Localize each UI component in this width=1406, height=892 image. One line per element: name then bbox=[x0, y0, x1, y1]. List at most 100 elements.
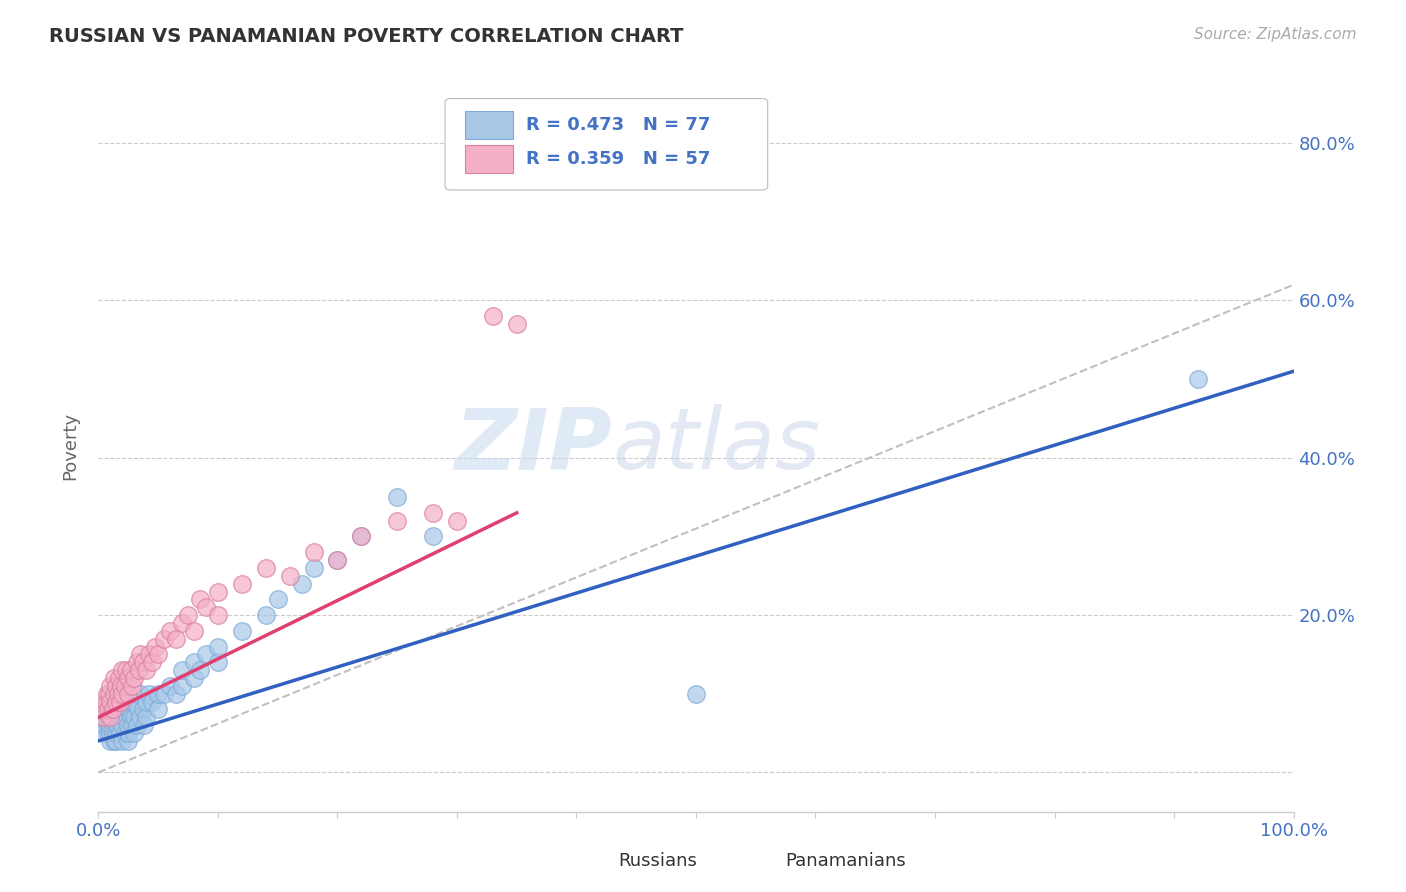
Point bbox=[172, 679, 194, 693]
Point bbox=[101, 726, 124, 740]
Point bbox=[103, 734, 125, 748]
Point bbox=[98, 734, 122, 748]
Point bbox=[96, 687, 118, 701]
Point bbox=[108, 710, 131, 724]
Point bbox=[97, 718, 120, 732]
Point bbox=[207, 640, 229, 654]
Point bbox=[148, 648, 170, 662]
Point bbox=[111, 687, 134, 701]
Point bbox=[1187, 372, 1209, 386]
Point bbox=[124, 695, 146, 709]
Text: ZIP: ZIP bbox=[454, 404, 613, 488]
Point bbox=[98, 695, 122, 709]
Text: Russians: Russians bbox=[619, 853, 697, 871]
Text: R = 0.359   N = 57: R = 0.359 N = 57 bbox=[526, 150, 710, 169]
Point bbox=[111, 734, 134, 748]
Point bbox=[385, 490, 409, 504]
Point bbox=[111, 663, 134, 677]
Point bbox=[188, 663, 211, 677]
Point bbox=[124, 726, 146, 740]
Point bbox=[93, 710, 115, 724]
Y-axis label: Poverty: Poverty bbox=[62, 412, 80, 480]
Point bbox=[125, 718, 148, 732]
Point bbox=[117, 726, 139, 740]
Text: RUSSIAN VS PANAMANIAN POVERTY CORRELATION CHART: RUSSIAN VS PANAMANIAN POVERTY CORRELATIO… bbox=[49, 27, 683, 45]
Point bbox=[103, 702, 125, 716]
Point bbox=[97, 710, 120, 724]
Point bbox=[107, 671, 129, 685]
FancyBboxPatch shape bbox=[465, 111, 513, 139]
Point bbox=[183, 671, 205, 685]
Point bbox=[177, 608, 200, 623]
Point bbox=[172, 615, 194, 630]
Point bbox=[98, 718, 122, 732]
Point bbox=[107, 687, 129, 701]
Point bbox=[135, 663, 157, 677]
Point bbox=[153, 687, 176, 701]
Point bbox=[93, 702, 115, 716]
Point bbox=[291, 576, 314, 591]
Point bbox=[385, 514, 409, 528]
Point bbox=[141, 695, 163, 709]
Point bbox=[114, 679, 136, 693]
Point bbox=[117, 718, 139, 732]
Point bbox=[93, 726, 115, 740]
Text: Panamanians: Panamanians bbox=[786, 853, 907, 871]
Point bbox=[105, 734, 128, 748]
Point bbox=[98, 695, 122, 709]
Point bbox=[254, 608, 277, 623]
Point bbox=[115, 663, 138, 677]
Point bbox=[183, 655, 205, 669]
Point bbox=[101, 702, 124, 716]
Point bbox=[105, 718, 128, 732]
Point bbox=[131, 702, 153, 716]
Point bbox=[267, 592, 290, 607]
Point bbox=[121, 718, 143, 732]
Point bbox=[506, 317, 529, 331]
Point bbox=[148, 687, 170, 701]
Point bbox=[117, 702, 139, 716]
Point bbox=[98, 710, 122, 724]
Point bbox=[165, 687, 187, 701]
Point bbox=[105, 695, 128, 709]
Point bbox=[98, 679, 122, 693]
Point bbox=[103, 687, 125, 701]
Point bbox=[121, 679, 143, 693]
Point bbox=[107, 695, 129, 709]
Point bbox=[231, 624, 253, 638]
Point bbox=[148, 702, 170, 716]
Point bbox=[422, 529, 444, 543]
Point bbox=[98, 726, 122, 740]
Point bbox=[350, 529, 373, 543]
Point bbox=[135, 695, 157, 709]
Point bbox=[101, 718, 124, 732]
Point bbox=[111, 718, 134, 732]
Point bbox=[105, 679, 128, 693]
Point bbox=[125, 655, 148, 669]
Point bbox=[195, 600, 218, 615]
Point bbox=[231, 576, 253, 591]
Point bbox=[446, 514, 468, 528]
Point bbox=[132, 718, 155, 732]
Point bbox=[188, 592, 211, 607]
Point bbox=[93, 718, 115, 732]
Point bbox=[108, 695, 131, 709]
Point bbox=[114, 726, 136, 740]
FancyBboxPatch shape bbox=[738, 850, 778, 872]
Text: atlas: atlas bbox=[613, 404, 820, 488]
Point bbox=[129, 687, 152, 701]
Point bbox=[128, 663, 150, 677]
Point bbox=[138, 648, 160, 662]
Point bbox=[101, 710, 124, 724]
Point bbox=[98, 710, 122, 724]
Point bbox=[326, 553, 349, 567]
Point bbox=[302, 545, 325, 559]
Point bbox=[94, 695, 117, 709]
Point bbox=[207, 608, 229, 623]
Text: R = 0.473   N = 77: R = 0.473 N = 77 bbox=[526, 116, 710, 134]
Point bbox=[103, 671, 125, 685]
Point bbox=[481, 310, 505, 324]
Point bbox=[207, 584, 229, 599]
Point bbox=[120, 663, 142, 677]
FancyBboxPatch shape bbox=[465, 145, 513, 173]
